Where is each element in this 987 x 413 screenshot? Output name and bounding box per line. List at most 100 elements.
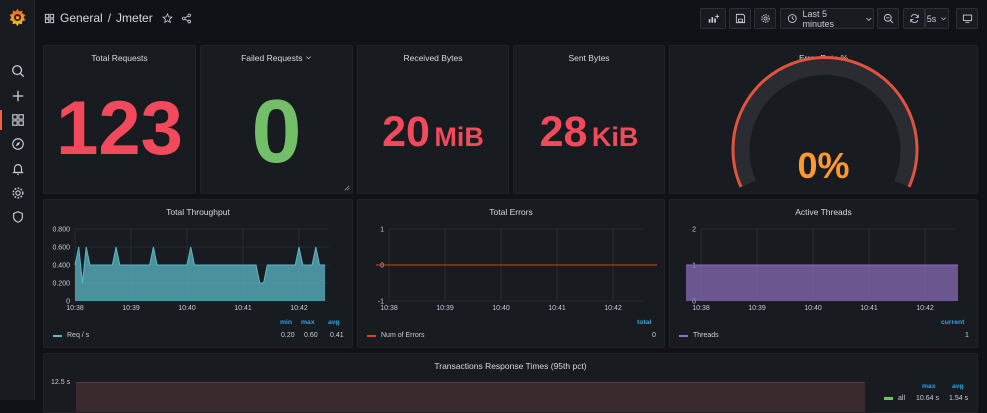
failed-requests-value: 0 xyxy=(251,82,302,182)
y-tick-label: 0 xyxy=(380,263,384,270)
compass-icon[interactable] xyxy=(9,135,26,152)
time-range-label: Last 5 minutes xyxy=(802,8,835,29)
x-tick-label: 10:40 xyxy=(804,305,822,312)
shield-icon[interactable] xyxy=(9,208,26,225)
active-threads-panel[interactable]: Active Threads 2 1 010:38 10:39 10:40 10:41 10… xyxy=(669,199,978,348)
panel-title: Total Errors xyxy=(489,207,533,217)
legend-series-name: Threads xyxy=(693,332,719,339)
tv-mode-button[interactable] xyxy=(956,8,978,29)
panel-title: Received Bytes xyxy=(403,53,463,63)
legend-swatch xyxy=(884,397,893,400)
folder-link[interactable]: General xyxy=(60,11,103,25)
legend-head-max: max xyxy=(922,383,936,390)
resize-handle-icon[interactable] xyxy=(344,185,350,191)
panel-title: Active Threads xyxy=(795,207,852,217)
refresh-interval-label: 5s xyxy=(926,13,937,24)
zoom-out-button[interactable] xyxy=(877,8,899,29)
errors-graph: 1 0 -110:38 10:39 10:40 10:41 10:42 xyxy=(376,227,657,312)
y-tick-label: 0.200 xyxy=(52,281,70,288)
bell-icon[interactable] xyxy=(9,160,26,177)
dashboards-icon[interactable] xyxy=(9,111,26,128)
throughput-graph: 0.800 0.600 0.400 0.200 010:38 10:39 10:40 10:4… xyxy=(52,227,329,312)
monitor-icon xyxy=(962,14,972,23)
sent-bytes-panel[interactable]: Sent Bytes 28 KiB xyxy=(513,45,665,194)
save-icon xyxy=(735,13,745,24)
y-tick-label: -1 xyxy=(378,299,384,306)
search-icon[interactable] xyxy=(9,62,26,79)
x-tick-label: 10:41 xyxy=(234,305,252,312)
legend-head-current: current xyxy=(941,319,965,326)
legend-series[interactable]: all xyxy=(884,395,905,402)
error-rate-value: 0% xyxy=(797,145,850,186)
dashboard-title[interactable]: Jmeter xyxy=(116,11,153,25)
x-tick-label: 10:38 xyxy=(692,305,710,312)
time-range-picker[interactable]: Last 5 minutes xyxy=(780,8,874,29)
legend-swatch xyxy=(53,334,62,337)
legend-series[interactable]: Num of Errors xyxy=(367,332,425,339)
legend-head-avg: avg xyxy=(952,383,964,390)
plus-icon[interactable] xyxy=(9,87,26,104)
x-tick-label: 10:39 xyxy=(748,305,766,312)
grafana-logo-icon[interactable] xyxy=(7,7,28,28)
y-tick-label: 0.400 xyxy=(52,263,70,270)
response-times-panel[interactable]: Transactions Response Times (95th pct) 1… xyxy=(43,353,978,413)
legend-current-value: 1 xyxy=(965,332,969,339)
received-bytes-panel[interactable]: Received Bytes 20 MiB xyxy=(357,45,509,194)
legend-series-name: all xyxy=(898,395,906,402)
legend-avg-value: 0.41 xyxy=(330,332,344,339)
gauge-threshold-band xyxy=(731,55,919,188)
breadcrumb: General / Jmeter xyxy=(44,11,192,25)
error-rate-panel[interactable]: Error Rate % 0% xyxy=(669,45,978,194)
x-tick-label: 10:40 xyxy=(178,305,196,312)
dashboard-settings-button[interactable] xyxy=(754,8,776,29)
total-requests-value: 123 xyxy=(56,86,183,171)
legend-head-min: min xyxy=(280,319,293,326)
chevron-down-icon[interactable] xyxy=(305,54,312,61)
refresh-button[interactable] xyxy=(903,8,925,29)
star-icon[interactable] xyxy=(161,12,173,24)
total-requests-panel[interactable]: Total Requests 123 xyxy=(43,45,196,194)
panel-title: Transactions Response Times (95th pct) xyxy=(434,361,587,371)
add-panel-button[interactable] xyxy=(700,8,726,29)
legend-max-value: 0.60 xyxy=(304,332,318,339)
refresh-icon xyxy=(909,14,919,23)
y-tick-label: 0.600 xyxy=(52,245,70,252)
sent-bytes-value: 28 xyxy=(539,108,588,156)
legend-series-name: Req / s xyxy=(67,332,90,339)
x-tick-label: 10:42 xyxy=(916,305,934,312)
error-rate-gauge xyxy=(731,55,919,188)
x-tick-label: 10:38 xyxy=(66,305,84,312)
failed-requests-panel[interactable]: Failed Requests 0 xyxy=(200,45,353,194)
clock-icon xyxy=(787,14,797,23)
y-tick-label: 0 xyxy=(66,299,70,306)
gauge-track xyxy=(732,57,918,188)
y-tick-label: 0.800 xyxy=(52,227,70,234)
legend-max-value: 10.64 s xyxy=(916,395,939,402)
gear-icon[interactable] xyxy=(9,184,26,201)
x-tick-label: 10:41 xyxy=(860,305,878,312)
x-tick-label: 10:42 xyxy=(604,305,622,312)
x-tick-label: 10:42 xyxy=(290,305,308,312)
top-bar: General / Jmeter Last 5 minutes 5s xyxy=(35,0,987,38)
panel-title: Failed Requests xyxy=(201,53,352,63)
gear-icon xyxy=(760,14,770,23)
total-errors-panel[interactable]: Total Errors 1 0 -1 10:38 10:39 10:40 10:41 10:… xyxy=(357,199,665,348)
breadcrumb-separator: / xyxy=(107,11,112,25)
share-icon[interactable] xyxy=(181,13,192,24)
total-throughput-panel[interactable]: Total Throughput 0.800 0.600 0.400 0.200 0 10… xyxy=(43,199,353,348)
active-indicator xyxy=(0,110,2,130)
y-tick-label: 1 xyxy=(380,227,384,234)
y-tick-label: 2 xyxy=(692,227,696,234)
dashboards-grid-icon xyxy=(44,13,55,23)
legend-series[interactable]: Req / s xyxy=(53,332,89,339)
refresh-interval-picker[interactable]: 5s xyxy=(925,8,949,29)
save-dashboard-button[interactable] xyxy=(729,8,751,29)
legend-head-avg: avg xyxy=(328,319,340,326)
threads-area xyxy=(686,265,958,301)
throughput-line xyxy=(74,246,326,284)
legend-series-name: Num of Errors xyxy=(381,332,425,339)
received-bytes-unit: MiB xyxy=(434,122,484,152)
legend-series[interactable]: Threads xyxy=(679,332,719,339)
sent-bytes-stat: 28 KiB xyxy=(514,109,664,165)
